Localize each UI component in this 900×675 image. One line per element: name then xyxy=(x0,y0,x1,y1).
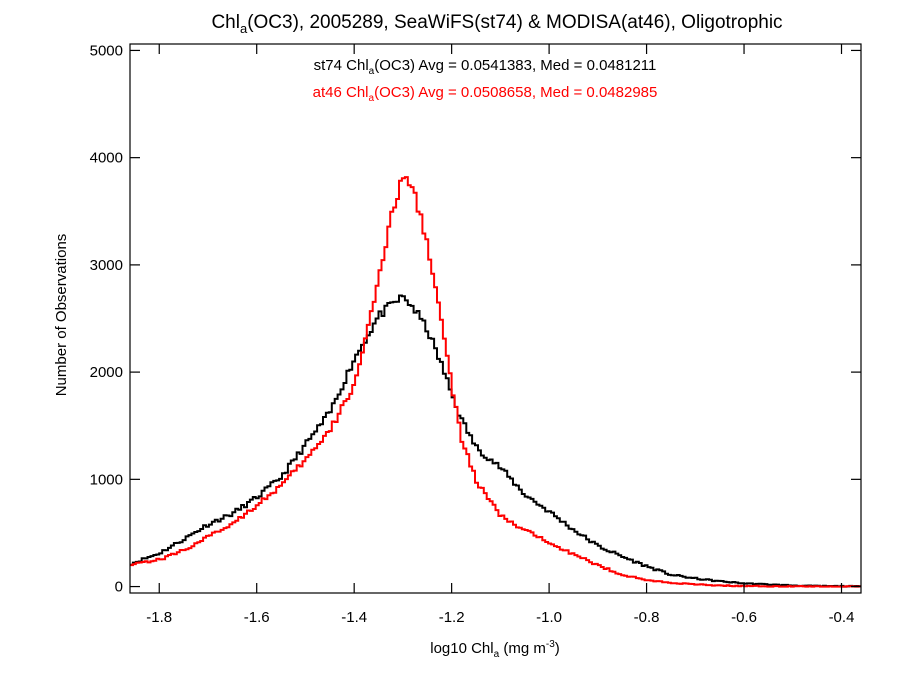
y-tick-label: 1000 xyxy=(90,471,123,488)
x-tick-label: -1.8 xyxy=(146,609,172,626)
annotation-st74-main: st74 Chl xyxy=(314,57,369,74)
annotation-st74-rest: (OC3) Avg = 0.0541383, Med = 0.0481211 xyxy=(374,57,656,74)
annotation-at46-rest: (OC3) Avg = 0.0508658, Med = 0.0482985 xyxy=(374,84,657,101)
x-axis-label-main: log10 Chl xyxy=(430,640,493,657)
annotation-at46-subscript: a xyxy=(369,93,375,104)
annotation-st74-subscript: a xyxy=(369,66,375,77)
x-tick-label: -1.0 xyxy=(536,609,562,626)
x-tick-label: -0.6 xyxy=(731,609,757,626)
y-tick-label: 5000 xyxy=(90,42,123,59)
x-axis: -1.8 -1.6 -1.4 -1.2 -1.0 -0.8 -0.6 -0.4 xyxy=(146,44,854,626)
chart-title: Chla(OC3), 2005289, SeaWiFS(st74) & MODI… xyxy=(211,12,782,36)
annotation-st74: st74 Chla(OC3) Avg = 0.0541383, Med = 0.… xyxy=(314,57,657,77)
x-tick-label: -0.8 xyxy=(634,609,660,626)
y-tick-label: 4000 xyxy=(90,150,123,167)
x-tick-label: -1.2 xyxy=(439,609,465,626)
series-layer xyxy=(130,176,861,588)
x-tick-label: -1.6 xyxy=(244,609,270,626)
x-tick-label: -1.4 xyxy=(341,609,367,626)
annotation-at46-main: at46 Chl xyxy=(313,84,369,101)
annotation-at46: at46 Chla(OC3) Avg = 0.0508658, Med = 0.… xyxy=(313,84,658,104)
series-line-st74 xyxy=(130,294,861,588)
x-axis-label-close: ) xyxy=(555,640,560,657)
y-tick-label: 2000 xyxy=(90,364,123,381)
chart-title-rest: (OC3), 2005289, SeaWiFS(st74) & MODISA(a… xyxy=(247,12,782,33)
y-tick-label: 3000 xyxy=(90,257,123,274)
y-axis: 0 1000 2000 3000 4000 5000 xyxy=(90,42,861,596)
series-line-at46 xyxy=(130,176,861,588)
x-axis-label-subscript: a xyxy=(494,649,500,660)
plot-frame xyxy=(129,43,862,594)
y-tick-label: 0 xyxy=(115,579,123,596)
x-axis-label-unit: (mg m xyxy=(499,640,546,657)
x-tick-label: -0.4 xyxy=(829,609,855,626)
chart-title-subscript: a xyxy=(240,21,248,36)
chart-title-main: Chl xyxy=(211,12,240,33)
x-axis-label: log10 Chla (mg m-3) xyxy=(430,639,560,660)
y-axis-label: Number of Observations xyxy=(53,234,70,397)
x-axis-label-superscript: -3 xyxy=(546,639,555,650)
